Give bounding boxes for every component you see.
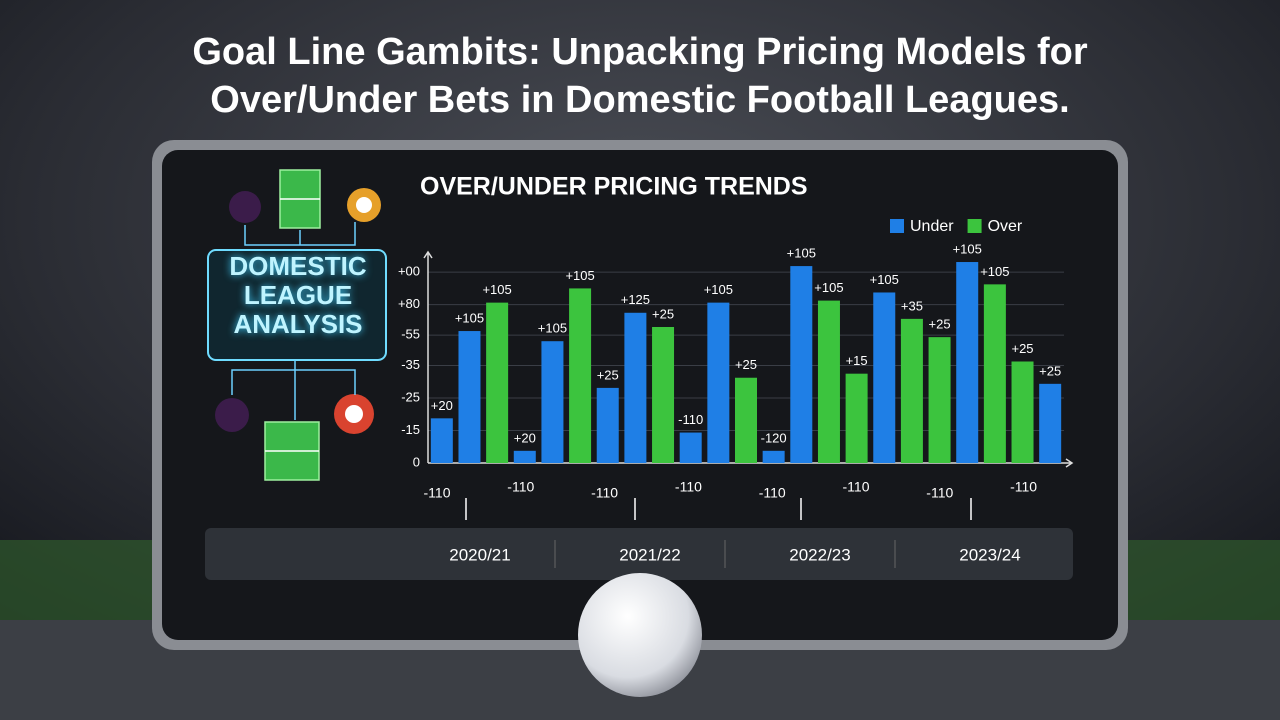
value-label: +25 bbox=[652, 306, 674, 321]
bar bbox=[845, 373, 868, 463]
legend-swatch bbox=[967, 219, 982, 233]
value-label: +105 bbox=[870, 272, 899, 287]
annotation: -110 bbox=[843, 479, 870, 495]
value-label: +25 bbox=[929, 317, 951, 332]
value-label: +20 bbox=[431, 398, 453, 413]
axes bbox=[423, 250, 1074, 468]
annotation: -110 bbox=[926, 485, 953, 501]
bar bbox=[762, 450, 785, 463]
value-label: +20 bbox=[514, 430, 536, 445]
y-tick-label: -15 bbox=[401, 422, 420, 437]
y-tick-label: +80 bbox=[398, 296, 420, 311]
bar bbox=[817, 300, 840, 463]
bar bbox=[652, 326, 675, 463]
annotation: -110 bbox=[507, 479, 534, 495]
legend-swatch bbox=[890, 219, 904, 233]
bar bbox=[1011, 361, 1034, 463]
season-bar bbox=[205, 528, 1073, 580]
bar bbox=[956, 262, 979, 463]
legend-label: Under bbox=[910, 218, 954, 235]
y-tick-label: -55 bbox=[401, 327, 420, 342]
y-tick-label: -25 bbox=[401, 389, 420, 404]
bar bbox=[735, 377, 757, 463]
value-label: -120 bbox=[761, 430, 787, 445]
football bbox=[578, 573, 702, 697]
annotation: -110 bbox=[675, 479, 702, 495]
season-label: 2023/24 bbox=[959, 545, 1020, 564]
annotation: -110 bbox=[424, 485, 451, 501]
value-label: +105 bbox=[455, 310, 484, 325]
y-tick-label: 0 bbox=[413, 454, 420, 469]
value-label: +105 bbox=[980, 264, 1009, 279]
bar bbox=[458, 331, 481, 463]
bar bbox=[541, 341, 564, 463]
icons bbox=[215, 169, 381, 481]
panel-label: DOMESTIC LEAGUE ANALYSIS bbox=[229, 251, 367, 339]
value-label: +125 bbox=[621, 292, 650, 307]
season-label: 2022/23 bbox=[789, 545, 850, 564]
bar bbox=[624, 312, 647, 463]
bar bbox=[1039, 383, 1062, 463]
page-title: Goal Line Gambits: Unpacking Pricing Mod… bbox=[192, 31, 1088, 121]
bar bbox=[707, 302, 730, 463]
bar bbox=[983, 284, 1006, 463]
bar bbox=[873, 292, 896, 463]
arrows bbox=[465, 498, 972, 520]
bar bbox=[928, 337, 951, 463]
bar bbox=[430, 418, 453, 463]
value-label: +105 bbox=[704, 282, 733, 297]
chart-title: OVER/UNDER PRICING TRENDS bbox=[420, 173, 808, 201]
y-tick-label: +00 bbox=[398, 264, 420, 279]
annotation: -110 bbox=[1010, 479, 1037, 495]
value-label: +105 bbox=[953, 241, 982, 256]
annotation: -110 bbox=[759, 485, 786, 501]
bar bbox=[569, 288, 592, 463]
value-label: +15 bbox=[846, 353, 868, 368]
bar bbox=[486, 302, 509, 463]
season-label: 2021/22 bbox=[619, 545, 680, 564]
annotation: -110 bbox=[591, 485, 618, 501]
value-label: +105 bbox=[482, 282, 511, 297]
bar bbox=[900, 318, 923, 463]
season-label: 2020/21 bbox=[449, 545, 510, 564]
value-label: +35 bbox=[901, 298, 923, 313]
bar bbox=[790, 266, 813, 463]
panel-box bbox=[207, 249, 387, 361]
value-label: +25 bbox=[1011, 341, 1033, 356]
value-label: +25 bbox=[597, 367, 619, 382]
value-label: +25 bbox=[735, 357, 757, 372]
y-tick-label: -35 bbox=[401, 357, 420, 372]
value-label: -110 bbox=[678, 412, 703, 427]
value-label: +25 bbox=[1039, 363, 1061, 378]
value-label: +105 bbox=[787, 246, 816, 261]
value-label: +105 bbox=[565, 268, 594, 283]
bar bbox=[679, 432, 702, 463]
legend-label: Over bbox=[988, 218, 1023, 235]
bar bbox=[513, 450, 536, 463]
value-label: +105 bbox=[814, 280, 843, 295]
bar bbox=[596, 387, 619, 463]
value-label: +105 bbox=[538, 321, 567, 336]
